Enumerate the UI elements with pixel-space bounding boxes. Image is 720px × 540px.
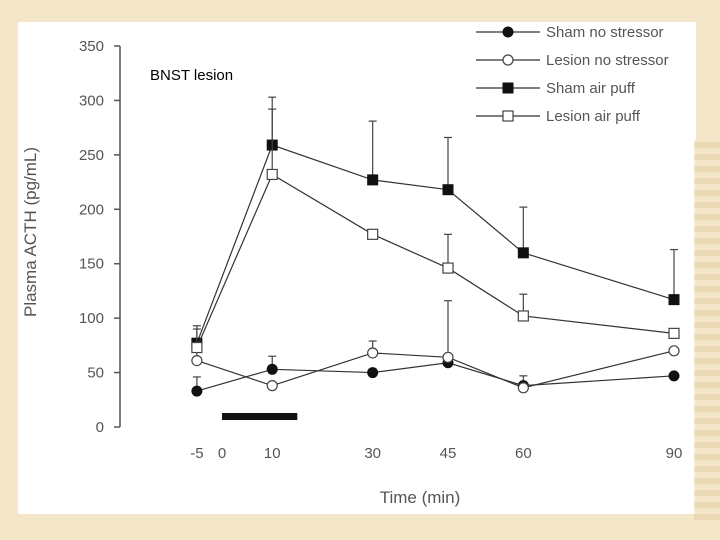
x-tick-label: 45 bbox=[440, 445, 457, 462]
legend-marker bbox=[502, 82, 514, 94]
data-point bbox=[367, 228, 379, 240]
y-axis-label: Plasma ACTH (pg/mL) bbox=[21, 147, 40, 317]
data-point bbox=[367, 174, 379, 186]
data-point bbox=[191, 385, 203, 397]
legend: Sham no stressor Lesion no stressor Sham a… bbox=[476, 24, 669, 125]
series-sham-no-stressor bbox=[191, 353, 680, 397]
x-tick-label: 0 bbox=[218, 445, 226, 462]
slide-frame bbox=[18, 22, 696, 514]
legend-label: Lesion air puff bbox=[546, 108, 641, 125]
data-point bbox=[367, 347, 379, 359]
x-tick-label: 90 bbox=[666, 445, 683, 462]
data-point bbox=[517, 310, 529, 322]
y-tick-label: 0 bbox=[96, 419, 104, 436]
data-point bbox=[517, 382, 529, 394]
data-point bbox=[442, 351, 454, 363]
axes: 0 50 100 150 200 250 300 350 -5 0 10 30 45 60 90 bbox=[79, 38, 682, 462]
legend-marker bbox=[502, 110, 514, 122]
y-tick-label: 250 bbox=[79, 147, 104, 164]
data-point bbox=[266, 168, 278, 181]
series-line bbox=[196, 144, 675, 344]
decorative-stripes bbox=[694, 140, 720, 520]
data-point bbox=[442, 262, 454, 274]
x-axis-label: Time (min) bbox=[380, 488, 461, 507]
stressor-bar bbox=[222, 413, 298, 420]
legend-label: Sham no stressor bbox=[546, 24, 664, 41]
y-tick-label: 300 bbox=[79, 92, 104, 109]
bnst-lesion-annotation: BNST lesion bbox=[150, 67, 233, 84]
data-point bbox=[367, 367, 379, 379]
series-lesion-no-stressor bbox=[191, 300, 680, 394]
x-tick-label: 10 bbox=[264, 445, 281, 462]
data-point bbox=[266, 380, 278, 392]
legend-label: Lesion no stressor bbox=[546, 52, 669, 69]
x-tick-label: -5 bbox=[190, 445, 203, 462]
y-tick-label: 50 bbox=[87, 365, 104, 382]
data-point bbox=[191, 341, 203, 354]
x-tick-label: 60 bbox=[515, 445, 532, 462]
y-tick-label: 200 bbox=[79, 201, 104, 218]
legend-label: Sham air puff bbox=[546, 80, 636, 97]
data-point bbox=[668, 370, 680, 382]
series-line bbox=[196, 362, 675, 392]
legend-marker bbox=[502, 26, 514, 38]
series-sham-air-puff bbox=[191, 96, 680, 349]
data-point bbox=[191, 354, 203, 367]
data-point bbox=[668, 345, 680, 357]
y-tick-label: 350 bbox=[79, 38, 104, 55]
series-lesion-air-puff bbox=[191, 108, 680, 354]
series-group bbox=[191, 96, 680, 397]
legend-marker bbox=[502, 54, 514, 66]
series-line bbox=[196, 173, 675, 348]
data-point bbox=[442, 184, 454, 196]
data-point bbox=[517, 247, 529, 259]
y-tick-label: 150 bbox=[79, 256, 104, 273]
x-tick-label: 30 bbox=[364, 445, 381, 462]
data-point bbox=[668, 294, 680, 306]
data-point bbox=[668, 327, 680, 339]
series-line bbox=[196, 350, 675, 389]
y-tick-label: 100 bbox=[79, 310, 104, 327]
data-point bbox=[266, 363, 278, 375]
